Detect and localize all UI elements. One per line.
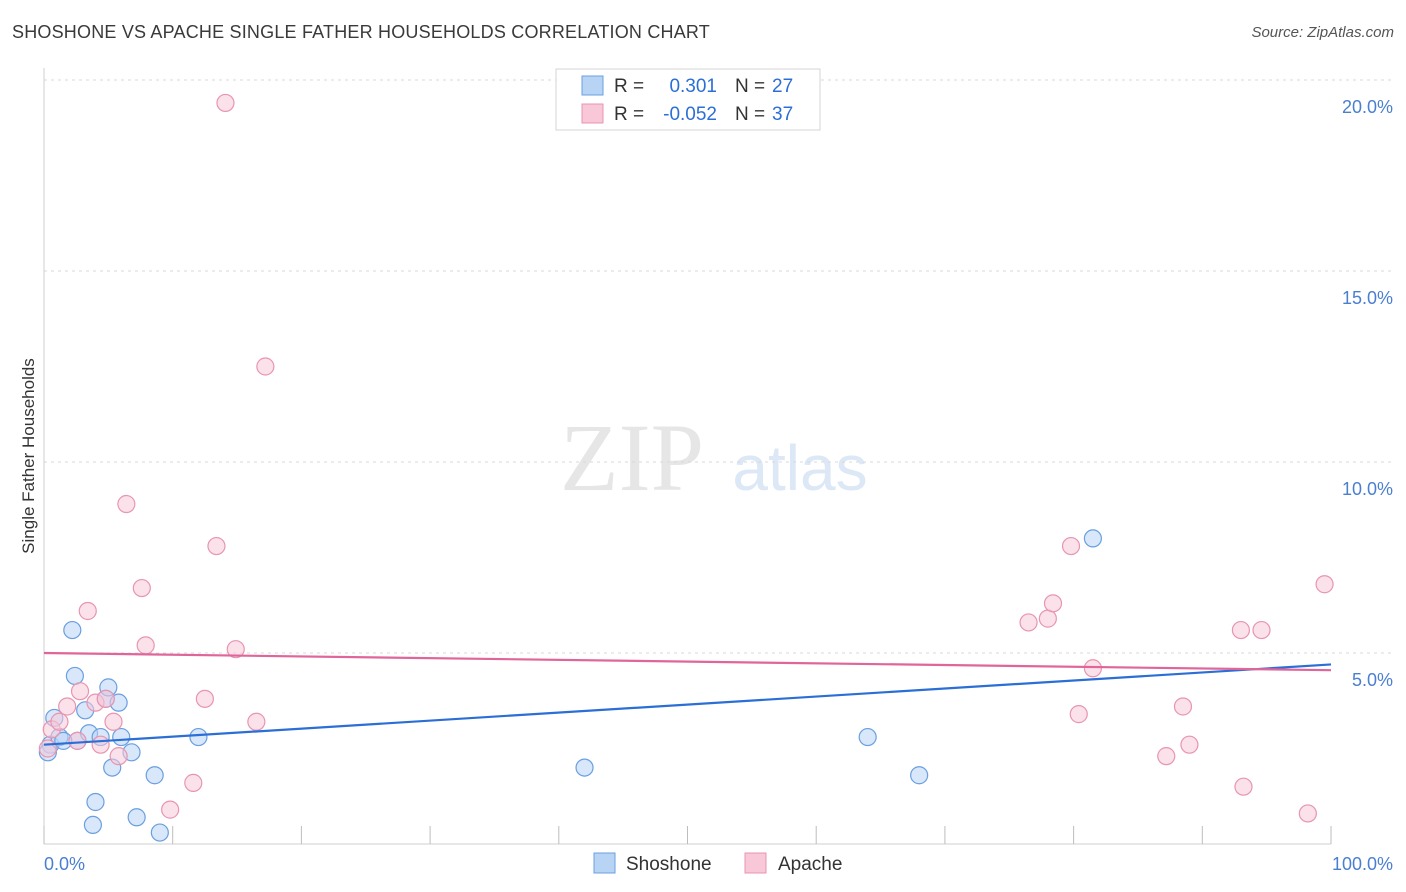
grid: 5.0% 10.0% 15.0% 20.0% [44,79,1393,690]
shoshone-point [63,620,82,640]
legend-r-label: R = [614,104,644,125]
shoshone-point [112,727,131,747]
apache-point [216,93,235,113]
apache-point [195,689,214,708]
shoshone-point [189,727,208,747]
apache-point [70,682,90,701]
chart-title: SHOSHONE VS APACHE SINGLE FATHER HOUSEHO… [12,22,711,42]
shoshone-point [575,758,594,777]
apache-point [226,640,245,659]
y-axis-label: Single Father Households [19,358,38,554]
apache-point [1038,609,1057,628]
apache-point [1173,697,1193,716]
legend-swatch-apache [744,852,767,874]
apache-trend-line [43,651,1332,672]
shoshone-point [145,766,164,785]
legend-n-label: N = [735,104,765,125]
apache-point [207,536,226,556]
legend-swatch-shoshone [593,852,616,874]
shoshone-point [127,808,146,827]
data-points [38,93,1334,842]
apache-point [117,494,136,514]
apache-point [1061,536,1081,556]
shoshone-trend-line [43,663,1332,746]
legend-label-shoshone: Shoshone [626,854,712,875]
x-tick-label-100: 100.0% [1332,854,1393,874]
apache-point [68,731,87,750]
apache-point [184,773,203,792]
apache-point [38,739,57,758]
legend-n-value: 27 [772,76,793,97]
y-tick-label: 15.0% [1342,288,1393,308]
y-tick-label: 5.0% [1352,670,1393,690]
apache-point [1252,620,1271,640]
apache-point [1180,735,1199,754]
legend-swatch-shoshone [581,75,604,96]
apache-point [136,636,155,655]
apache-point [132,578,151,598]
axes [43,68,1332,845]
apache-point [1315,575,1334,594]
series-legend: Shoshone Apache [593,852,842,875]
legend-label-apache: Apache [778,854,842,875]
apache-point [1083,659,1103,678]
apache-point [109,747,128,766]
legend-r-value: -0.052 [663,104,717,125]
legend-r-value: 0.301 [669,76,717,97]
x-tick-label-0: 0.0% [44,854,85,874]
apache-point [247,712,266,731]
shoshone-point [86,792,105,812]
y-tick-label: 10.0% [1342,479,1393,499]
legend-r-label: R = [614,76,644,97]
shoshone-point [150,823,169,842]
shoshone-point [910,766,929,785]
apache-point [1298,804,1317,823]
apache-point [1234,777,1253,796]
apache-point [1157,747,1176,766]
legend-swatch-apache [581,103,604,124]
shoshone-point [858,727,877,747]
shoshone-point [65,666,84,686]
apache-point [91,735,110,754]
apache-point [1019,613,1038,632]
apache-point [1231,620,1251,640]
legend-n-value: 37 [772,104,793,125]
apache-point [1043,594,1063,613]
shoshone-point [1083,529,1103,548]
apache-point [256,357,275,376]
apache-point [96,689,115,708]
watermark-zip: ZIP [560,404,704,511]
correlation-legend: R = 0.301 N = 27 R = -0.052 N = 37 [555,68,821,131]
source-label: Source: ZipAtlas.com [1251,24,1394,41]
apache-point [161,800,180,819]
apache-point [104,712,123,731]
y-tick-label: 20.0% [1342,97,1393,117]
shoshone-point [83,815,103,835]
apache-point [78,601,97,621]
legend-n-label: N = [735,76,765,97]
trend-lines [43,651,1332,746]
apache-point [1069,705,1088,724]
watermark-atlas: atlas [732,432,867,504]
apache-point [58,697,77,716]
apache-point [50,712,69,731]
